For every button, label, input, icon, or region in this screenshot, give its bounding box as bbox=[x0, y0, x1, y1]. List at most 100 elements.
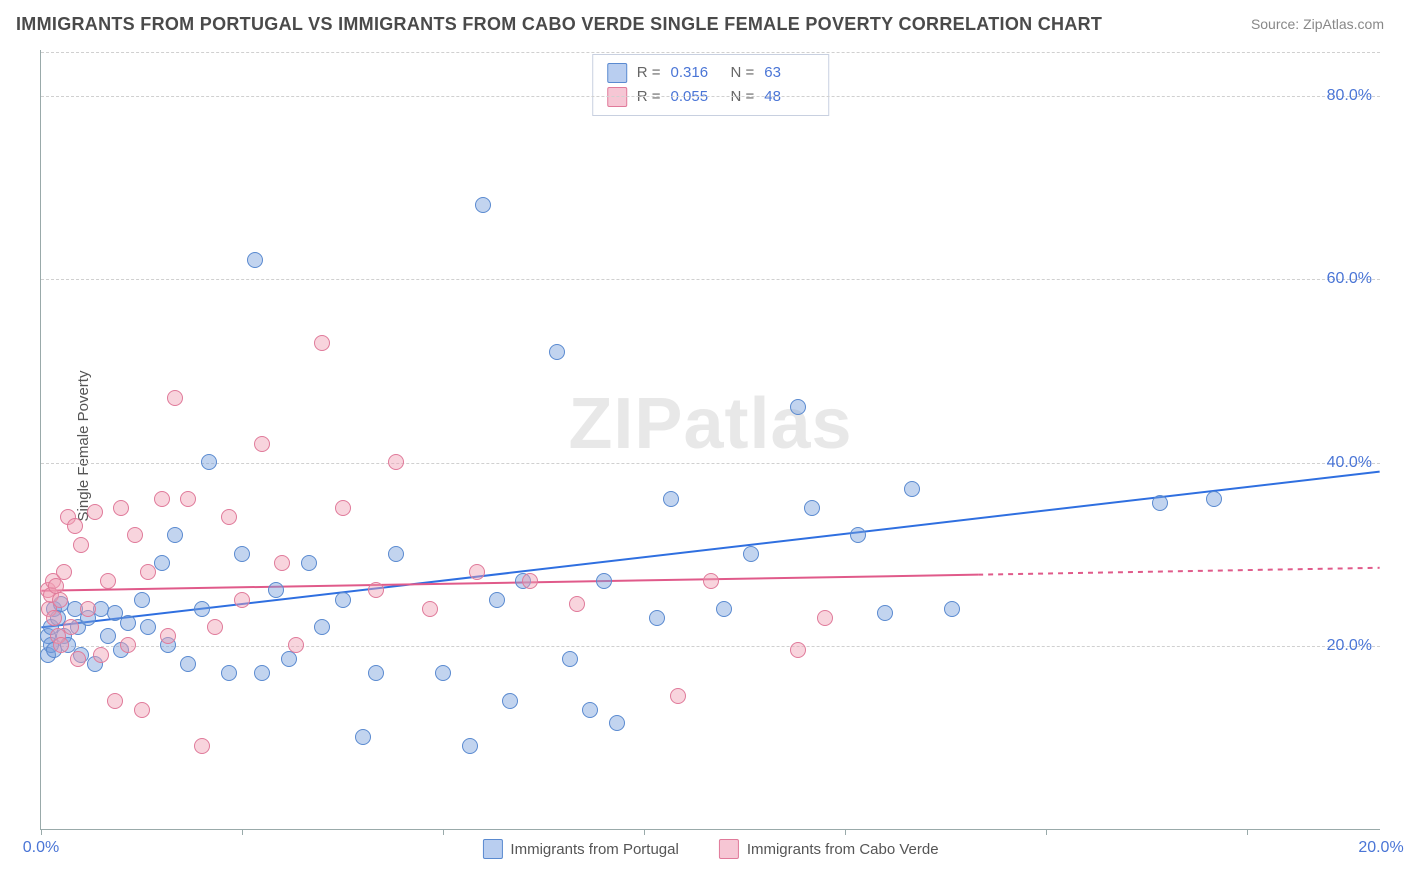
point-portugal bbox=[167, 527, 183, 543]
point-portugal bbox=[355, 729, 371, 745]
point-portugal bbox=[368, 665, 384, 681]
point-caboverde bbox=[127, 527, 143, 543]
point-caboverde bbox=[288, 637, 304, 653]
point-caboverde bbox=[388, 454, 404, 470]
point-caboverde bbox=[134, 702, 150, 718]
point-portugal bbox=[194, 601, 210, 617]
trend-lines-svg bbox=[41, 50, 1380, 829]
correlation-legend: R = 0.316 N = 63 R = 0.055 N = 48 bbox=[592, 54, 830, 116]
r-label: R = bbox=[637, 61, 661, 85]
x-tick-label: 20.0% bbox=[1358, 839, 1403, 857]
point-caboverde bbox=[335, 500, 351, 516]
point-portugal bbox=[234, 546, 250, 562]
series-legend: Immigrants from Portugal Immigrants from… bbox=[482, 839, 938, 859]
point-caboverde bbox=[790, 642, 806, 658]
gridline bbox=[41, 52, 1380, 53]
point-portugal bbox=[489, 592, 505, 608]
point-caboverde bbox=[113, 500, 129, 516]
n-value-portugal: 63 bbox=[764, 61, 814, 85]
point-caboverde bbox=[274, 555, 290, 571]
n-value-caboverde: 48 bbox=[764, 85, 814, 109]
point-caboverde bbox=[234, 592, 250, 608]
point-caboverde bbox=[100, 573, 116, 589]
point-caboverde bbox=[221, 509, 237, 525]
point-caboverde bbox=[167, 390, 183, 406]
point-portugal bbox=[254, 665, 270, 681]
watermark-text: ZIPatlas bbox=[568, 383, 852, 465]
point-portugal bbox=[790, 399, 806, 415]
legend-label-caboverde: Immigrants from Cabo Verde bbox=[747, 841, 939, 858]
point-portugal bbox=[596, 573, 612, 589]
point-caboverde bbox=[817, 610, 833, 626]
r-value-caboverde: 0.055 bbox=[671, 85, 721, 109]
gridline bbox=[41, 279, 1380, 280]
point-portugal bbox=[100, 628, 116, 644]
point-caboverde bbox=[52, 592, 68, 608]
point-caboverde bbox=[670, 688, 686, 704]
point-caboverde bbox=[93, 647, 109, 663]
r-label: R = bbox=[637, 85, 661, 109]
point-caboverde bbox=[254, 436, 270, 452]
point-portugal bbox=[502, 693, 518, 709]
point-portugal bbox=[221, 665, 237, 681]
point-portugal bbox=[1152, 495, 1168, 511]
gridline bbox=[41, 96, 1380, 97]
point-caboverde bbox=[314, 335, 330, 351]
x-tick-mark bbox=[242, 829, 243, 835]
point-portugal bbox=[850, 527, 866, 543]
point-portugal bbox=[944, 601, 960, 617]
point-portugal bbox=[314, 619, 330, 635]
y-tick-label: 20.0% bbox=[1327, 637, 1372, 655]
point-caboverde bbox=[56, 564, 72, 580]
n-label: N = bbox=[731, 61, 755, 85]
plot-area: ZIPatlas R = 0.316 N = 63 R = 0.055 N = … bbox=[40, 50, 1380, 830]
legend-label-portugal: Immigrants from Portugal bbox=[510, 841, 678, 858]
x-tick-mark bbox=[845, 829, 846, 835]
x-tick-mark bbox=[1046, 829, 1047, 835]
point-portugal bbox=[201, 454, 217, 470]
point-caboverde bbox=[120, 637, 136, 653]
y-tick-label: 60.0% bbox=[1327, 270, 1372, 288]
point-portugal bbox=[140, 619, 156, 635]
point-caboverde bbox=[703, 573, 719, 589]
point-portugal bbox=[120, 615, 136, 631]
point-portugal bbox=[462, 738, 478, 754]
y-tick-label: 80.0% bbox=[1327, 87, 1372, 105]
gridline bbox=[41, 646, 1380, 647]
chart-title: IMMIGRANTS FROM PORTUGAL VS IMMIGRANTS F… bbox=[16, 14, 1102, 35]
point-caboverde bbox=[160, 628, 176, 644]
point-portugal bbox=[609, 715, 625, 731]
point-portugal bbox=[247, 252, 263, 268]
chart-container: IMMIGRANTS FROM PORTUGAL VS IMMIGRANTS F… bbox=[0, 0, 1406, 892]
point-portugal bbox=[435, 665, 451, 681]
point-portugal bbox=[804, 500, 820, 516]
point-portugal bbox=[663, 491, 679, 507]
point-caboverde bbox=[469, 564, 485, 580]
point-caboverde bbox=[207, 619, 223, 635]
point-portugal bbox=[904, 481, 920, 497]
point-portugal bbox=[716, 601, 732, 617]
point-caboverde bbox=[422, 601, 438, 617]
n-label: N = bbox=[731, 85, 755, 109]
point-portugal bbox=[134, 592, 150, 608]
point-portugal bbox=[562, 651, 578, 667]
source-label: Source: ZipAtlas.com bbox=[1251, 16, 1384, 32]
point-caboverde bbox=[87, 504, 103, 520]
legend-row-portugal: R = 0.316 N = 63 bbox=[607, 61, 815, 85]
point-caboverde bbox=[154, 491, 170, 507]
point-portugal bbox=[1206, 491, 1222, 507]
legend-item-portugal: Immigrants from Portugal bbox=[482, 839, 678, 859]
point-caboverde bbox=[368, 582, 384, 598]
point-caboverde bbox=[46, 610, 62, 626]
point-caboverde bbox=[63, 619, 79, 635]
swatch-portugal-icon bbox=[607, 63, 627, 83]
legend-row-caboverde: R = 0.055 N = 48 bbox=[607, 85, 815, 109]
point-portugal bbox=[180, 656, 196, 672]
swatch-portugal-icon bbox=[482, 839, 502, 859]
legend-item-caboverde: Immigrants from Cabo Verde bbox=[719, 839, 939, 859]
point-caboverde bbox=[569, 596, 585, 612]
point-caboverde bbox=[180, 491, 196, 507]
x-tick-mark bbox=[644, 829, 645, 835]
point-portugal bbox=[549, 344, 565, 360]
point-caboverde bbox=[53, 637, 69, 653]
